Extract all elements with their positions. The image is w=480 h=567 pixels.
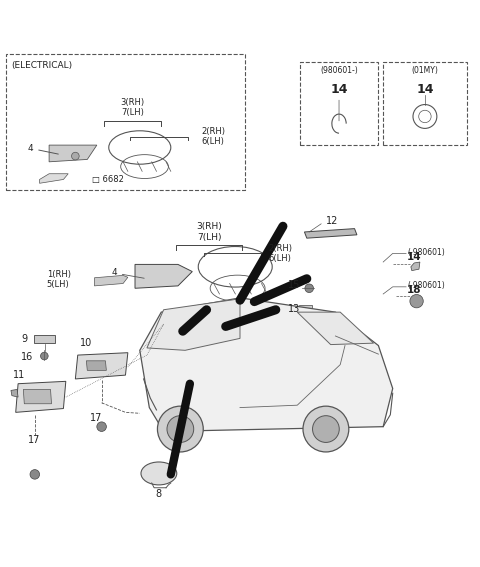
Text: 2(RH)
6(LH): 2(RH) 6(LH) — [202, 127, 226, 146]
Circle shape — [40, 352, 48, 360]
Text: 12: 12 — [326, 217, 338, 226]
Polygon shape — [304, 229, 357, 238]
Text: 10: 10 — [80, 338, 92, 348]
Polygon shape — [11, 390, 18, 397]
Text: 4: 4 — [111, 268, 144, 278]
Text: 13: 13 — [288, 304, 300, 314]
Text: 9: 9 — [22, 334, 27, 344]
Circle shape — [157, 406, 203, 452]
Circle shape — [305, 284, 313, 293]
Text: 4: 4 — [28, 144, 58, 154]
Circle shape — [302, 314, 308, 320]
Circle shape — [97, 422, 107, 431]
Text: 11: 11 — [13, 370, 25, 380]
Polygon shape — [411, 262, 420, 270]
Text: 14: 14 — [330, 83, 348, 96]
Text: 17: 17 — [28, 435, 40, 445]
Polygon shape — [147, 299, 240, 350]
Text: □ 6682: □ 6682 — [92, 175, 124, 184]
Polygon shape — [135, 264, 192, 288]
Polygon shape — [34, 335, 55, 343]
Text: 8: 8 — [156, 489, 162, 500]
Polygon shape — [297, 312, 373, 345]
Circle shape — [30, 469, 39, 479]
Polygon shape — [140, 298, 393, 431]
Text: 2(RH)
6(LH): 2(RH) 6(LH) — [269, 244, 293, 263]
Polygon shape — [49, 145, 97, 162]
Polygon shape — [86, 361, 107, 370]
Text: (-980601): (-980601) — [407, 281, 445, 290]
Polygon shape — [24, 390, 51, 404]
Text: 14: 14 — [416, 83, 433, 96]
Text: 1(RH)
5(LH): 1(RH) 5(LH) — [47, 270, 71, 289]
Polygon shape — [39, 174, 68, 183]
Text: 18: 18 — [407, 285, 421, 295]
Circle shape — [410, 294, 423, 308]
Text: (-980601): (-980601) — [407, 248, 445, 256]
Circle shape — [312, 416, 339, 442]
Text: 14: 14 — [407, 252, 421, 262]
Text: (01MY): (01MY) — [411, 66, 438, 75]
Text: 17: 17 — [90, 413, 102, 423]
Circle shape — [303, 406, 349, 452]
Text: 3(RH)
7(LH): 3(RH) 7(LH) — [196, 222, 222, 242]
Text: 3(RH)
7(LH): 3(RH) 7(LH) — [120, 98, 144, 117]
Text: (980601-): (980601-) — [320, 66, 358, 75]
Circle shape — [72, 153, 79, 160]
Polygon shape — [299, 305, 312, 313]
Text: (ELECTRICAL): (ELECTRICAL) — [11, 61, 72, 70]
Polygon shape — [75, 353, 128, 379]
Text: 15: 15 — [288, 280, 300, 290]
Polygon shape — [95, 276, 128, 286]
Text: 16: 16 — [22, 352, 34, 362]
Ellipse shape — [141, 462, 177, 485]
Circle shape — [167, 416, 194, 442]
Polygon shape — [16, 382, 66, 412]
